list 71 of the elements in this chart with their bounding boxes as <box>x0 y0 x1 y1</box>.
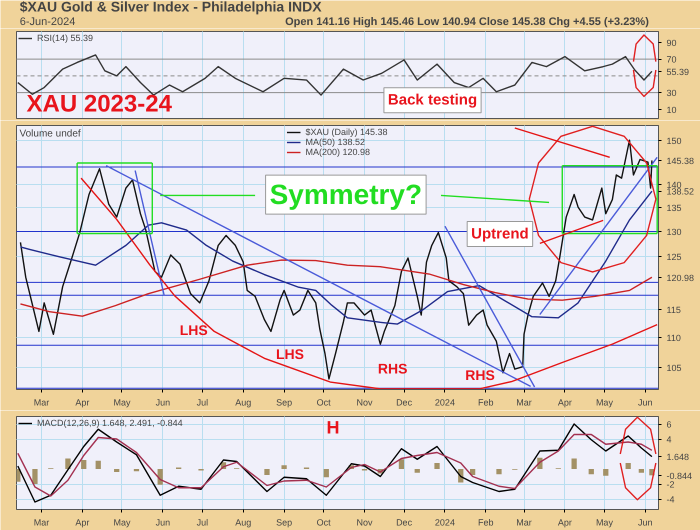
x-tick-label: Nov <box>356 518 374 528</box>
x-tick-label: Dec <box>396 398 413 408</box>
y-tick-label: 10 <box>666 104 677 115</box>
x-tick-label: May <box>596 518 614 528</box>
y-tick-label: 55.39 <box>666 66 690 77</box>
x-tick-label: Mar <box>34 398 50 408</box>
y-tick-label: 110 <box>666 333 681 344</box>
x-tick-label: May <box>113 398 131 408</box>
legend-label: MA(200) 120.98 <box>305 147 370 157</box>
text: Open 141.16 High 145.46 Low 140.94 Close 145.38 Chg +4.55 (+3.23%) <box>285 16 650 28</box>
x-tick-label: Apr <box>75 398 90 408</box>
y-tick-label: 138.52 <box>666 186 694 197</box>
y-tick-label: 90 <box>666 38 677 48</box>
x-tick-label: Oct <box>316 398 332 408</box>
annotation: Volume undef <box>20 128 81 140</box>
x-tick-label: May <box>113 518 131 528</box>
legend-label: RSI(14) 55.39 <box>37 33 94 43</box>
annotation: RHS <box>465 366 495 383</box>
chart-subtitle: 6-Jun-2024 <box>20 16 76 28</box>
x-tick-label: Jul <box>196 518 208 528</box>
annotation: LHS <box>180 322 208 338</box>
x-tick-label: 2024 <box>434 518 455 528</box>
y-tick-label: -0.844 <box>666 470 692 481</box>
y-tick-label: 105 <box>666 362 682 373</box>
y-tick-label: -4 <box>666 494 675 504</box>
x-tick-label: May <box>596 398 614 408</box>
y-tick-label: 4 <box>666 434 672 444</box>
annotation: Symmetry? <box>270 179 422 210</box>
x-tick-label: Aug <box>235 398 252 408</box>
x-tick-label: Sep <box>276 518 292 528</box>
x-tick-label: Mar <box>34 518 50 528</box>
chart-title: $XAU Gold & Silver Index - Philadelphia INDX <box>20 0 322 14</box>
x-tick-label: Mar <box>516 398 532 408</box>
y-tick-label: 115 <box>666 304 681 315</box>
x-tick-label: Jun <box>638 398 653 408</box>
annotation: RHS <box>378 360 408 376</box>
y-tick-label: 135 <box>666 203 682 214</box>
x-tick-label: Apr <box>558 398 572 408</box>
x-tick-label: Nov <box>356 398 374 408</box>
annotation: Back testing <box>388 92 478 109</box>
y-tick-label: 120.98 <box>666 272 694 283</box>
x-tick-label: Aug <box>235 518 252 528</box>
y-tick-label: 30 <box>666 88 677 98</box>
x-tick-label: Feb <box>478 398 494 408</box>
x-tick-label: Apr <box>75 518 90 528</box>
legend-label: $XAU (Daily) 145.38 <box>305 127 388 137</box>
y-tick-label: 70 <box>666 54 677 65</box>
x-tick-label: Oct <box>316 518 332 528</box>
annotation: LHS <box>276 346 304 362</box>
x-tick-label: Dec <box>396 518 413 528</box>
x-tick-label: Jun <box>156 398 170 408</box>
y-tick-label: 1.648 <box>666 452 690 462</box>
legend-label: MACD(12,26,9) 1.648, 2.491, -0.844 <box>37 418 183 428</box>
legend-label: MA(50) 138.52 <box>305 137 366 147</box>
annotation: XAU 2023-24 <box>26 90 173 118</box>
x-tick-label: Jul <box>196 398 208 408</box>
y-tick-label: 145.38 <box>666 156 694 166</box>
y-tick-label: 125 <box>666 252 682 262</box>
x-tick-label: Mar <box>516 518 532 528</box>
annotation: H <box>326 418 340 438</box>
y-tick-label: -2 <box>666 480 675 490</box>
x-tick-label: Apr <box>558 518 572 528</box>
y-tick-label: 150 <box>666 136 682 146</box>
x-tick-label: Jun <box>638 518 653 528</box>
x-tick-label: Jun <box>156 518 170 528</box>
x-tick-label: 2024 <box>434 398 455 408</box>
x-tick-label: Sep <box>276 398 292 408</box>
x-tick-label: Feb <box>478 518 494 528</box>
annotation: Uptrend <box>471 226 529 243</box>
y-tick-label: 130 <box>666 227 682 238</box>
y-tick-label: 6 <box>666 420 672 430</box>
